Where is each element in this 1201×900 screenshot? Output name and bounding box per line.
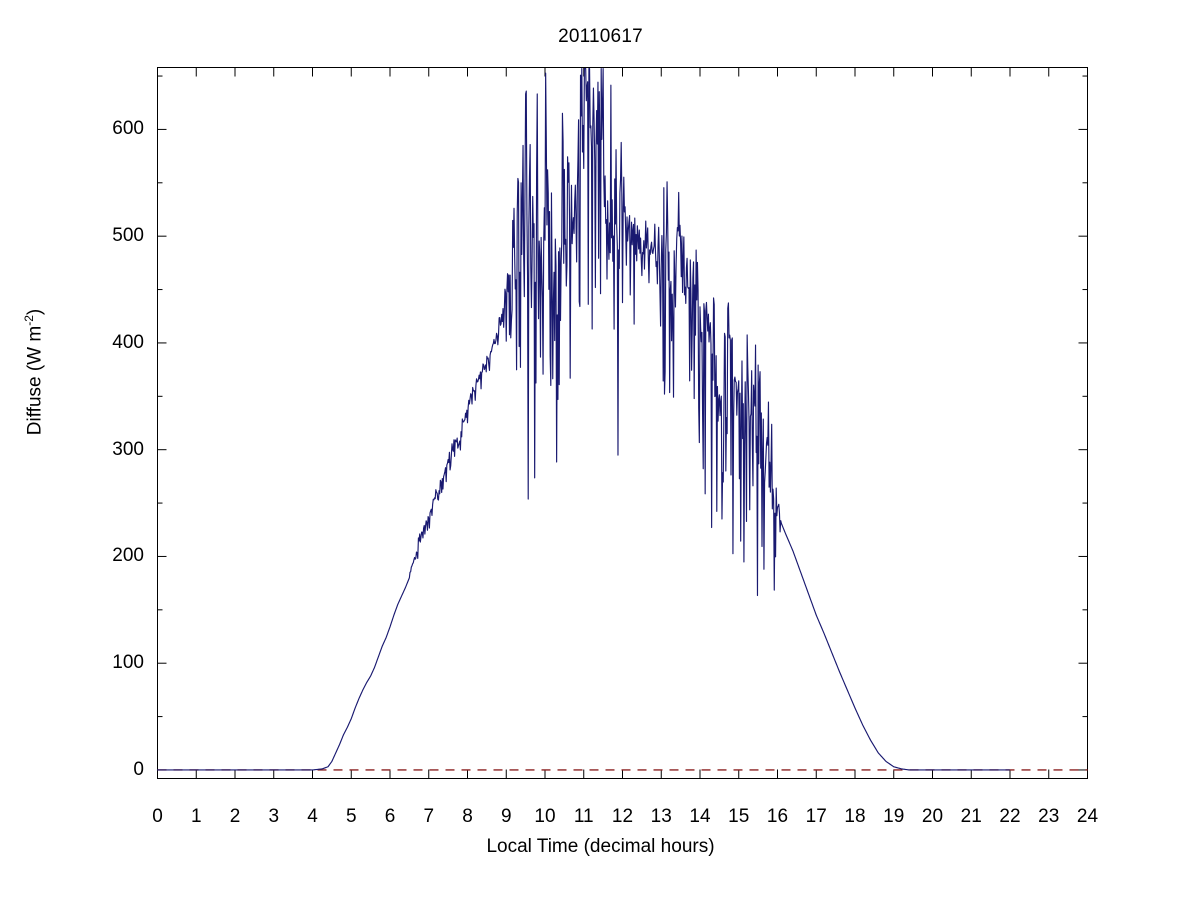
x-tick-label: 22 [999,806,1021,827]
x-tick-label: 3 [268,806,280,827]
y-axis-label-exponent: -2 [21,315,36,326]
y-tick-label: 400 [112,331,144,353]
x-tick-label: 17 [805,806,827,827]
tick-marks [157,67,1088,779]
x-tick-label: 7 [423,806,435,827]
y-axis-label-main: Diffuse (W m [24,325,46,436]
x-tick-label: 1 [190,806,202,827]
chart-title: 20110617 [558,26,643,47]
x-tick-label: 13 [650,806,672,827]
x-tick-label: 9 [500,806,512,827]
y-tick-label: 100 [112,652,144,674]
x-tick-label: 16 [766,806,789,827]
y-axis-label: Diffuse (W m-2) [22,309,46,435]
x-tick-label: 19 [883,806,905,827]
y-axis-label-wrapper: Diffuse (W m-2) [14,122,54,622]
x-tick-label: 10 [534,806,556,827]
x-tick-label: 24 [1076,806,1099,827]
x-tick-label: 4 [307,806,318,827]
x-tick-label: 23 [1038,806,1060,827]
x-tick-label: 12 [611,806,634,827]
x-tick-label: 5 [345,806,357,827]
y-tick-label: 200 [112,545,144,567]
x-axis-label: Local Time (decimal hours) [486,836,715,857]
x-tick-label: 15 [728,806,750,827]
x-tick-label: 6 [384,806,396,827]
x-tick-label: 18 [844,806,866,827]
x-tick-label: 14 [689,806,711,827]
diffuse-irradiance-line [157,67,1010,771]
x-tick-label: 11 [573,806,594,827]
x-tick-label: 0 [152,806,163,827]
plot-area [157,67,1088,779]
x-tick-label: 20 [921,806,944,827]
x-tick-label: 2 [229,806,241,827]
y-tick-label: 600 [112,118,144,140]
y-tick-label: 300 [112,438,144,460]
y-axis-label-tail: ) [24,308,46,316]
axes-box [157,67,1088,779]
x-tick-label: 21 [960,806,982,827]
y-tick-label: 500 [112,225,144,247]
plot-svg [157,67,1088,779]
x-tick-label: 8 [462,806,473,827]
y-tick-label: 0 [133,758,144,780]
